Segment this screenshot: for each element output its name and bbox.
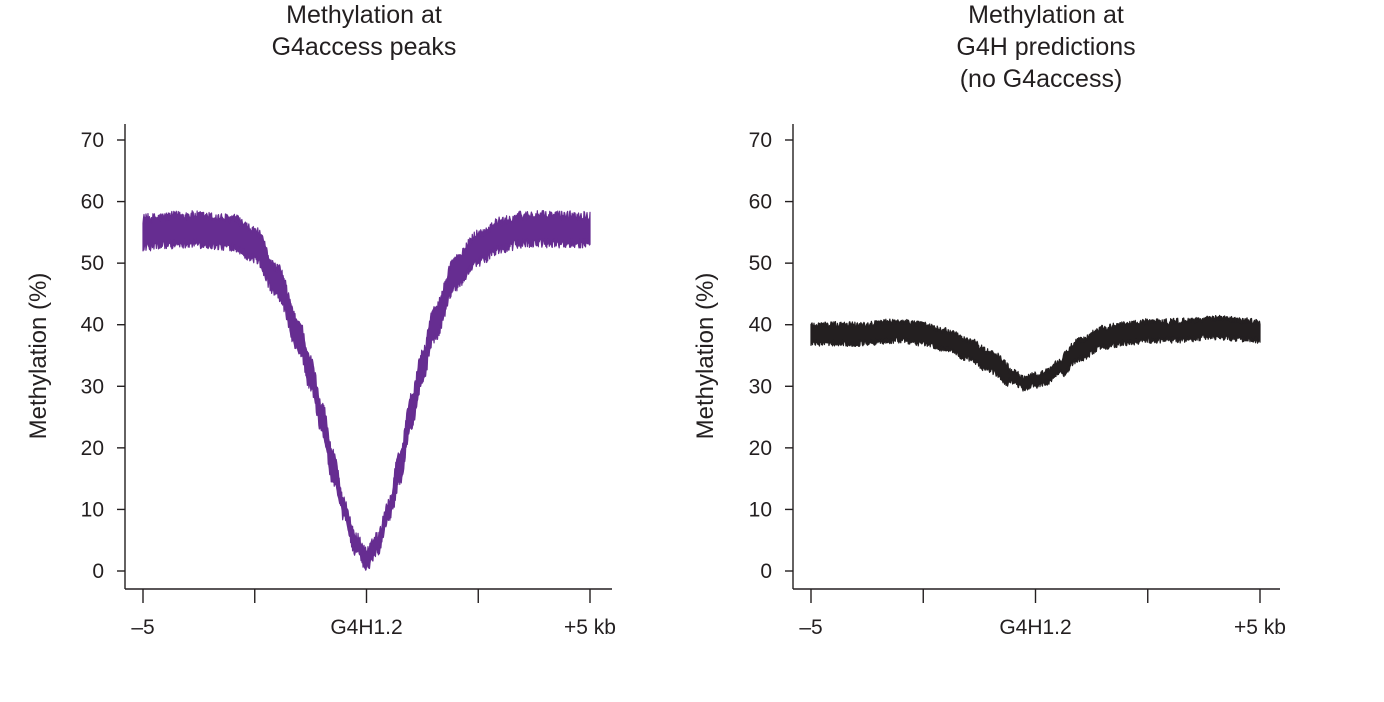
right-y-tick-label: 30 [749,375,772,398]
right-y-axis-label: Methylation (%) [692,273,719,440]
right-y-tick-label: 50 [749,252,772,275]
left-y-tick-label: 0 [92,560,104,583]
left-x-tick-label: –5 [131,616,154,639]
left-y-tick-label: 10 [81,498,104,521]
left-y-axis-label: Methylation (%) [25,273,52,440]
right-panel: Methylation at G4H predictions (no G4acc… [692,1,1286,639]
right-y-tick-label: 40 [749,314,772,337]
right-title-line-2: G4H predictions [956,33,1135,61]
right-y-tick-label: 0 [760,560,772,583]
left-series-band [142,209,591,571]
left-y-tick-label: 60 [81,191,104,214]
left-y-tick-label: 70 [81,129,104,152]
left-title-line-1: Methylation at [286,1,442,29]
right-series-band [810,314,1261,392]
left-y-tick-label: 20 [81,437,104,460]
left-y-tick-label: 40 [81,314,104,337]
right-title-line-1: Methylation at [968,1,1124,29]
left-plot: 0 10 20 30 40 50 60 70 –5 G4H1.2 +5 kb [81,124,616,639]
left-x-tick-label: +5 kb [564,616,616,639]
right-plot: 0 10 20 30 40 50 60 70 –5 G4H1.2 +5 kb [749,124,1286,639]
right-title-line-3: (no G4access) [960,65,1123,93]
left-y-tick-label: 50 [81,252,104,275]
right-y-tick-label: 10 [749,498,772,521]
left-x-tick-label: G4H1.2 [330,616,402,639]
right-x-tick-label: G4H1.2 [999,616,1071,639]
right-x-tick-label: –5 [799,616,822,639]
right-x-tick-label: +5 kb [1234,616,1286,639]
right-y-tick-label: 60 [749,191,772,214]
left-title-line-2: G4access peaks [272,33,457,61]
right-y-tick-label: 20 [749,437,772,460]
right-y-tick-label: 70 [749,129,772,152]
left-y-tick-label: 30 [81,375,104,398]
left-panel: Methylation at G4access peaks Methylatio… [25,1,616,639]
